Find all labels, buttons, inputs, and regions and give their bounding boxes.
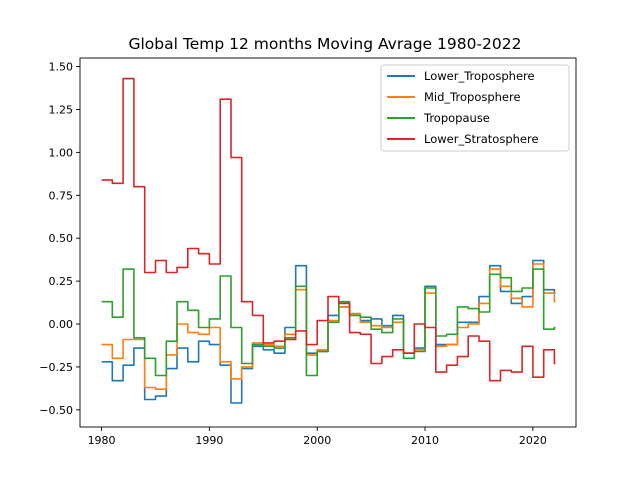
- x-tick-label: 2000: [303, 434, 331, 447]
- y-tick-label: 0.75: [49, 189, 74, 202]
- axis-layer: 1980 1990 2000 2010 2020 −0.50 −0.25 0.00 0.25 0.…: [39, 61, 547, 447]
- series-line-2: [101, 268, 556, 377]
- legend: Lower_Troposphere Mid_Troposphere Tropopau…: [380, 64, 570, 152]
- y-tick-label: 1.00: [49, 146, 74, 159]
- legend-label: Lower_Stratosphere: [424, 132, 539, 146]
- x-tick-label: 1990: [195, 434, 223, 447]
- y-tick-label: 1.25: [49, 103, 74, 116]
- y-tick-label: −0.25: [39, 361, 73, 374]
- legend-box: [380, 64, 570, 152]
- series-line-3: [101, 77, 556, 382]
- y-tick-label: 1.50: [49, 61, 74, 74]
- y-tick-label: 0.50: [49, 232, 74, 245]
- legend-label: Tropopause: [423, 111, 490, 125]
- plot-frame: [79, 57, 577, 428]
- x-tick-label: 2010: [411, 434, 439, 447]
- y-tick-label: 0.25: [49, 275, 74, 288]
- y-tick-label: −0.50: [39, 404, 73, 417]
- legend-label: Mid_Troposphere: [424, 90, 521, 104]
- legend-label: Lower_Troposphere: [424, 69, 535, 83]
- x-tick-label: 1980: [88, 434, 116, 447]
- x-tick-label: 2020: [519, 434, 547, 447]
- series-layer: [101, 77, 556, 404]
- y-tick-label: 0.00: [49, 318, 74, 331]
- chart-title: Global Temp 12 months Moving Avrage 1980…: [128, 35, 521, 53]
